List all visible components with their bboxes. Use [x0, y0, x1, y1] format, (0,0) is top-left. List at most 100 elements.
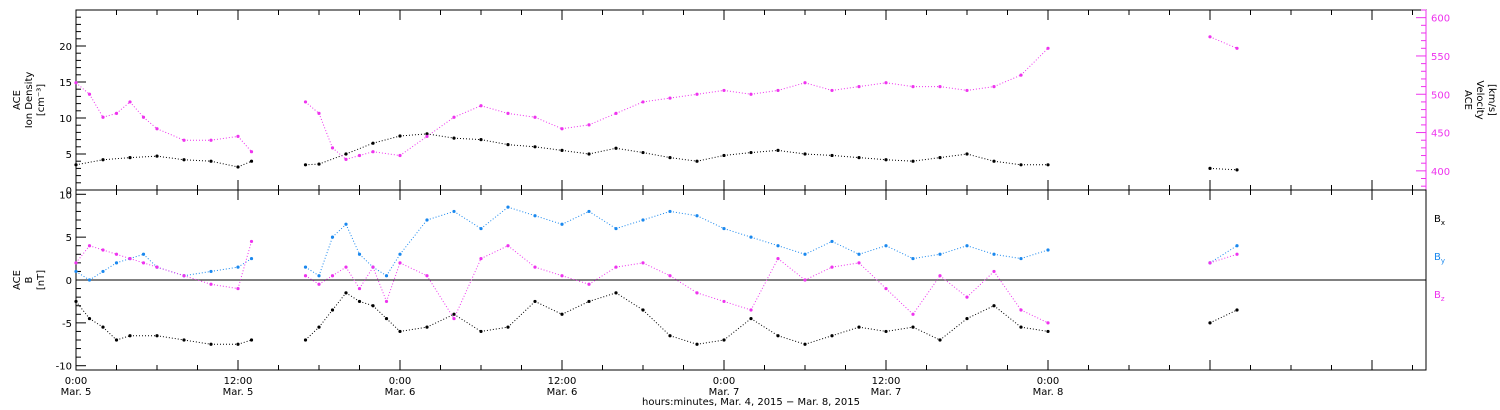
bz-segment: [102, 249, 117, 255]
velocity-segment: [669, 93, 698, 99]
velocity-segment: [534, 116, 563, 130]
bx-segment: [116, 335, 131, 341]
by-segment: [993, 253, 1022, 260]
bx-segment: [102, 326, 117, 341]
velocity-point: [371, 150, 375, 154]
bottom-panel-axes: -10 -5 0 5 10: [56, 190, 1426, 373]
velocity-point: [695, 92, 699, 96]
bz-point: [641, 261, 645, 265]
by-segment: [642, 210, 671, 221]
bx-point: [830, 334, 834, 338]
bx-point: [641, 308, 645, 312]
bz-segment: [723, 300, 752, 311]
by-segment: [534, 215, 563, 225]
bx-segment: [939, 318, 968, 341]
bz-point: [560, 274, 564, 278]
bx-point: [1235, 308, 1239, 312]
density-point: [236, 165, 240, 169]
velocity-segment: [372, 151, 401, 157]
bx-segment: [831, 326, 860, 337]
density-segment: [237, 160, 252, 168]
bx-point: [74, 299, 78, 304]
density-segment: [129, 155, 158, 159]
field-tick-label: -10: [56, 362, 72, 373]
bz-point: [1019, 308, 1023, 312]
density-axis-title-line3: [cm⁻³]: [36, 84, 47, 116]
velocity-axis-title-line1: ACE: [1462, 90, 1473, 110]
legend-by-subscript: y: [1441, 257, 1445, 265]
by-segment: [143, 253, 158, 268]
bz-point: [884, 286, 888, 291]
density-tick-label: 10: [59, 114, 72, 125]
density-tick-label: 15: [59, 78, 72, 89]
bz-segment: [372, 266, 387, 302]
by-segment: [129, 253, 144, 260]
bz-point: [209, 282, 213, 286]
density-segment: [912, 157, 941, 162]
velocity-tick-label: 600: [1431, 14, 1450, 25]
velocity-tick-label: 500: [1431, 90, 1450, 101]
bx-point: [938, 338, 942, 342]
bz-segment: [750, 258, 779, 311]
bottom-panel: -10 -5 0 5 10 ACE B [nT] Bx By Bz: [12, 189, 1445, 373]
bz-point: [236, 286, 240, 291]
velocity-segment: [332, 147, 347, 160]
bz-segment: [156, 266, 185, 277]
density-segment: [102, 157, 131, 161]
bz-series: [74, 239, 1239, 325]
by-segment: [359, 253, 374, 268]
velocity-point: [749, 92, 753, 96]
bx-point: [560, 312, 564, 316]
by-segment: [237, 258, 252, 268]
by-segment: [615, 219, 644, 230]
bx-point: [992, 304, 996, 308]
density-point: [101, 158, 105, 162]
bx-segment: [858, 326, 887, 332]
by-point: [695, 214, 699, 218]
density-segment: [183, 159, 212, 162]
velocity-segment: [210, 135, 239, 141]
bx-point: [1208, 321, 1212, 325]
density-point: [911, 159, 915, 163]
bx-point: [533, 299, 537, 304]
bz-point: [587, 282, 591, 286]
by-segment: [507, 206, 536, 217]
bx-point: [614, 291, 618, 295]
by-segment: [480, 206, 509, 229]
velocity-segment: [858, 82, 887, 88]
bx-segment: [561, 300, 590, 315]
bz-point: [965, 295, 969, 299]
velocity-segment: [143, 116, 158, 130]
density-point: [155, 154, 159, 158]
density-axis-title-line2: Ion Density: [24, 72, 35, 129]
bz-point: [128, 256, 132, 261]
bz-segment: [399, 262, 428, 277]
density-point: [1235, 168, 1239, 172]
by-segment: [426, 210, 455, 221]
bx-segment: [696, 339, 725, 345]
velocity-point: [938, 84, 942, 89]
velocity-segment: [89, 94, 104, 118]
field-tick-label: -5: [62, 319, 72, 330]
by-segment: [210, 266, 239, 272]
legend-bz: Bz: [1434, 290, 1445, 303]
by-point: [101, 269, 105, 274]
bz-segment: [858, 262, 887, 289]
legend-bx: Bx: [1434, 214, 1445, 227]
bz-segment: [669, 275, 698, 294]
x-tick-label-date: Mar. 7: [709, 387, 740, 398]
bz-point: [114, 252, 119, 256]
field-legend: Bx By Bz: [1434, 214, 1445, 303]
velocity-point: [911, 84, 915, 89]
bx-point: [398, 329, 402, 334]
velocity-segment: [359, 151, 374, 157]
by-point: [560, 222, 564, 226]
bz-point: [668, 274, 672, 278]
velocity-tick-label: 550: [1431, 52, 1450, 63]
velocity-axis-title-line3: [km/s]: [1486, 84, 1497, 116]
density-point: [317, 162, 321, 166]
bz-point: [1046, 321, 1050, 325]
by-point: [803, 252, 807, 256]
bx-point: [506, 325, 510, 329]
